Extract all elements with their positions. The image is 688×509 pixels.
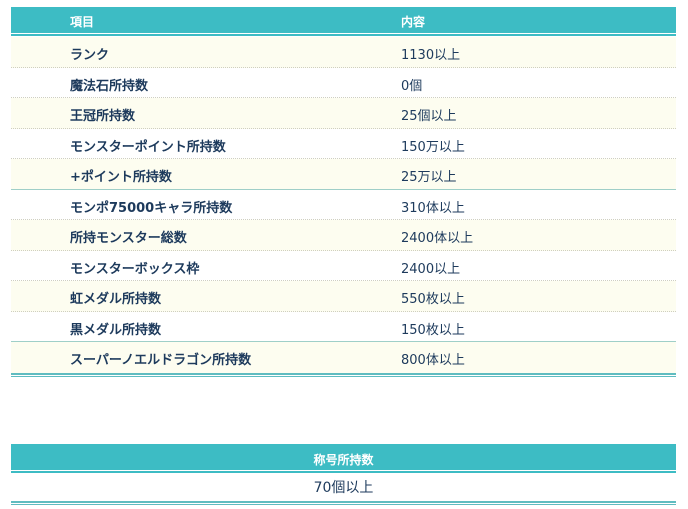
row-value: 800体以上 (401, 353, 465, 368)
row-label: 虹メダル所持数 (70, 292, 162, 307)
row-label: 黒メダル所持数 (70, 322, 162, 338)
row-label: 所持モンスター総数 (70, 231, 187, 246)
row-value: 25万以上 (401, 170, 457, 185)
table-row: 魔法石所持数 0個 (11, 68, 676, 98)
table-row: 所持モンスター総数 2400体以上 (11, 220, 676, 251)
table-row: 王冠所持数 25個以上 (11, 98, 676, 129)
row-label: 王冠所持数 (70, 109, 136, 124)
header-item: 項目 (70, 15, 95, 29)
title-count-table: 称号所持数 70個以上 (11, 444, 676, 505)
row-label: モンポ75000キャラ所持数 (70, 200, 233, 216)
title-count-value: 70個以上 (313, 480, 374, 496)
row-value: 2400以上 (401, 261, 461, 277)
table-header: 項目 内容 (11, 7, 676, 34)
table-header: 称号所持数 (11, 444, 676, 471)
row-value: 550枚以上 (401, 292, 465, 307)
table-row: ランク 1130以上 (11, 37, 676, 68)
header-content: 内容 (401, 15, 426, 29)
row-label: スーパーノエルドラゴン所持数 (70, 353, 252, 368)
row-label: ランク (70, 48, 110, 63)
row-value: 310体以上 (401, 200, 465, 216)
row-value: 150万以上 (401, 139, 465, 155)
row-value: 2400体以上 (401, 231, 474, 246)
row-label: モンスターボックス枠 (70, 261, 200, 277)
account-stats-table: 項目 内容 ランク 1130以上魔法石所持数 0個王冠所持数 25個以上モンスターポイ… (11, 7, 676, 377)
row-label: 魔法石所持数 (70, 78, 149, 94)
table-body: ランク 1130以上魔法石所持数 0個王冠所持数 25個以上モンスターポイント所持数 1… (11, 37, 676, 373)
table-bottom-border (11, 372, 676, 377)
header-title-count: 称号所持数 (313, 453, 374, 467)
row-value: 150枚以上 (401, 322, 465, 338)
table-row: スーパーノエルドラゴン所持数 800体以上 (11, 342, 676, 373)
table-row: モンスターボックス枠 2400以上 (11, 251, 676, 281)
table-row: +ポイント所持数 25万以上 (11, 159, 676, 190)
table-row: 黒メダル所持数 150枚以上 (11, 312, 676, 342)
table-bottom-border (11, 501, 676, 505)
table-row: モンスターポイント所持数 150万以上 (11, 129, 676, 159)
row-label: +ポイント所持数 (70, 170, 172, 185)
row-value: 0個 (401, 78, 423, 94)
table-row: モンポ75000キャラ所持数 310体以上 (11, 190, 676, 220)
row-label: モンスターポイント所持数 (70, 139, 226, 155)
table-row: 虹メダル所持数 550枚以上 (11, 281, 676, 312)
row-value: 1130以上 (401, 48, 461, 63)
row-value: 25個以上 (401, 109, 457, 124)
